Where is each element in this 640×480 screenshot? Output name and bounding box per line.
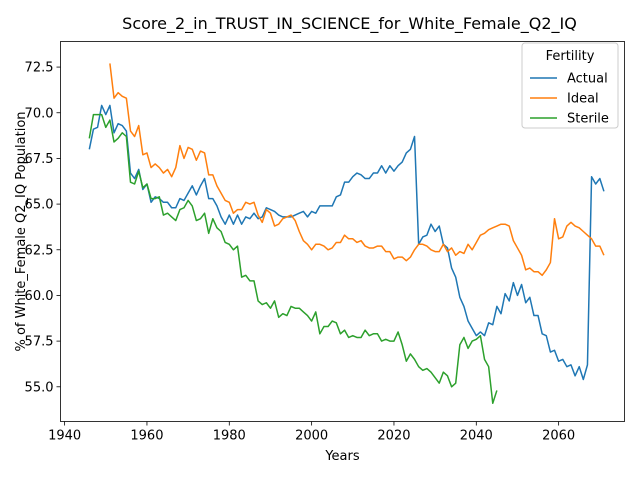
legend-label-ideal: Ideal [567, 92, 599, 107]
x-axis: 1940 1960 1980 2000 2020 2040 2060 [48, 421, 575, 444]
x-tick-label: 2020 [377, 429, 410, 444]
y-tick-label: 57.5 [25, 335, 54, 350]
x-tick-label: 2000 [295, 429, 328, 444]
y-tick-label: 67.5 [25, 152, 54, 167]
legend-title: Fertility [546, 49, 595, 64]
chart-title: Score_2_in_TRUST_IN_SCIENCE_for_White_Fe… [122, 14, 577, 34]
series-line-actual [88, 104, 605, 381]
legend: Fertility Actual Ideal Sterile [521, 42, 619, 129]
legend-label-actual: Actual [567, 72, 608, 87]
plot-frame [60, 41, 625, 422]
x-axis-label: Years [324, 449, 360, 464]
y-tick-label: 65.0 [25, 198, 54, 213]
series-layer [88, 63, 605, 404]
series-line-ideal [109, 63, 605, 277]
series-line-sterile [88, 113, 498, 404]
x-tick-label: 2040 [460, 429, 493, 444]
legend-box [521, 42, 619, 129]
x-tick-label: 1980 [213, 429, 246, 444]
x-tick-label: 1940 [48, 429, 81, 444]
y-axis-label: % of White_Female Q2_IQ Population [14, 111, 29, 351]
legend-label-sterile: Sterile [567, 112, 609, 127]
y-tick-label: 55.0 [25, 380, 54, 395]
y-tick-label: 72.5 [25, 61, 54, 76]
y-tick-label: 60.0 [25, 289, 54, 304]
y-tick-label: 70.0 [25, 106, 54, 121]
y-axis: 55.0 57.5 60.0 62.5 65.0 67.5 70.0 72.5 [25, 61, 61, 395]
y-tick-label: 62.5 [25, 243, 54, 258]
x-tick-label: 2060 [542, 429, 575, 444]
x-tick-label: 1960 [130, 429, 163, 444]
